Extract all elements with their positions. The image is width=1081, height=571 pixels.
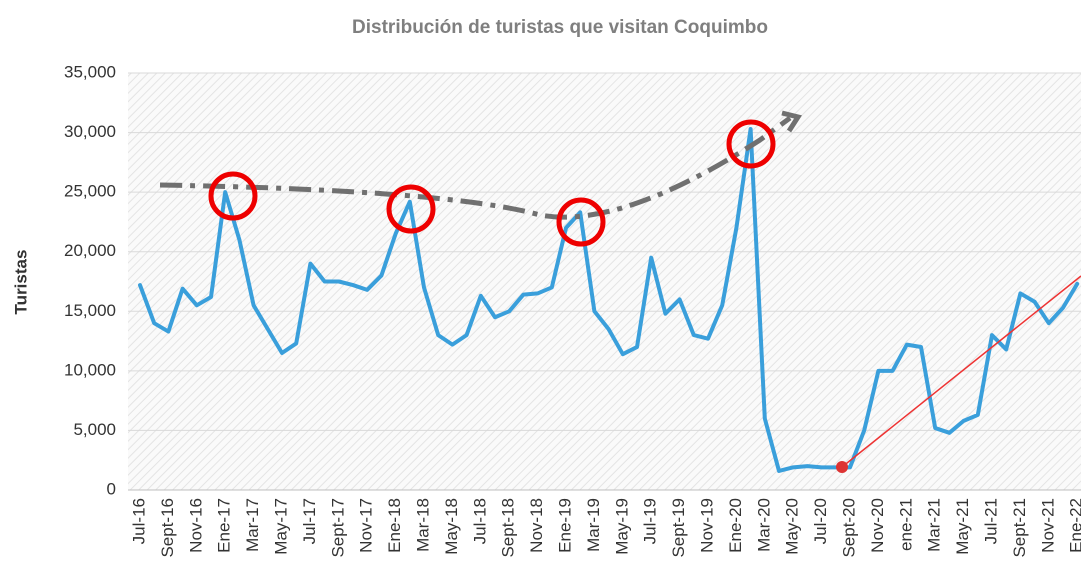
recovery-dot xyxy=(836,461,848,473)
x-tick-label: Sept-19 xyxy=(669,498,688,558)
y-tick-label: 35,000 xyxy=(64,62,116,81)
x-tick-label: Nov-19 xyxy=(697,498,716,553)
x-tick-label: Mar-21 xyxy=(925,498,944,552)
x-tick-label: Jul-21 xyxy=(981,498,1000,544)
y-tick-label: 15,000 xyxy=(64,301,116,320)
x-tick-label: Mar-20 xyxy=(754,498,773,552)
x-tick-label: Jul-16 xyxy=(129,498,148,544)
x-tick-label: May-20 xyxy=(783,498,802,555)
x-tick-label: Ene-22 xyxy=(1067,498,1081,553)
y-tick-label: 30,000 xyxy=(64,122,116,141)
x-tick-label: Nov-18 xyxy=(527,498,546,553)
peak-circle xyxy=(208,171,258,221)
annotations xyxy=(159,110,1081,473)
x-tick-label: Mar-19 xyxy=(584,498,603,552)
x-tick-label: Sept-16 xyxy=(158,498,177,558)
chart-title: Distribución de turistas que visitan Coq… xyxy=(352,17,768,38)
x-tick-label: Jul-19 xyxy=(641,498,660,544)
peak-circle xyxy=(386,184,436,234)
arrow-head xyxy=(781,110,802,133)
plot-area xyxy=(128,73,1081,490)
x-tick-label: May-19 xyxy=(612,498,631,555)
y-tick-label: 20,000 xyxy=(64,241,116,260)
x-tick-label: Jul-18 xyxy=(470,498,489,544)
trend-arrow xyxy=(159,115,792,220)
peak-circle xyxy=(726,119,776,169)
y-tick-label: 25,000 xyxy=(64,182,116,201)
x-tick-label: Nov-16 xyxy=(186,498,205,553)
recovery-line xyxy=(841,275,1081,468)
x-tick-label: May-17 xyxy=(271,498,290,555)
y-tick-label: 5,000 xyxy=(73,420,116,439)
x-tick-label: May-21 xyxy=(953,498,972,555)
x-tick-label: May-18 xyxy=(442,498,461,555)
x-tick-label: Sept-20 xyxy=(839,498,858,558)
x-tick-label: Mar-18 xyxy=(413,498,432,552)
x-tick-label: Mar-17 xyxy=(243,498,262,552)
x-tick-label: ene-21 xyxy=(896,498,915,551)
y-axis-label: Turistas xyxy=(11,250,30,315)
data-line xyxy=(138,126,1080,473)
x-tick-label: Ene-17 xyxy=(215,498,234,553)
x-tick-label: Nov-20 xyxy=(868,498,887,553)
x-tick-label: Nov-21 xyxy=(1038,498,1057,553)
x-tick-label: Ene-18 xyxy=(385,498,404,553)
y-tick-label: 0 xyxy=(107,479,116,498)
y-tick-label: 10,000 xyxy=(64,360,116,379)
peak-circle xyxy=(556,197,606,247)
x-tick-label: Sept-18 xyxy=(499,498,518,558)
x-tick-label: Sept-17 xyxy=(328,498,347,558)
x-tick-label: Ene-19 xyxy=(555,498,574,553)
x-tick-label: Nov-17 xyxy=(357,498,376,553)
x-tick-label: Jul-17 xyxy=(300,498,319,544)
x-tick-label: Ene-20 xyxy=(726,498,745,553)
x-tick-label: Jul-20 xyxy=(811,498,830,544)
x-tick-label: Sept-21 xyxy=(1010,498,1029,558)
